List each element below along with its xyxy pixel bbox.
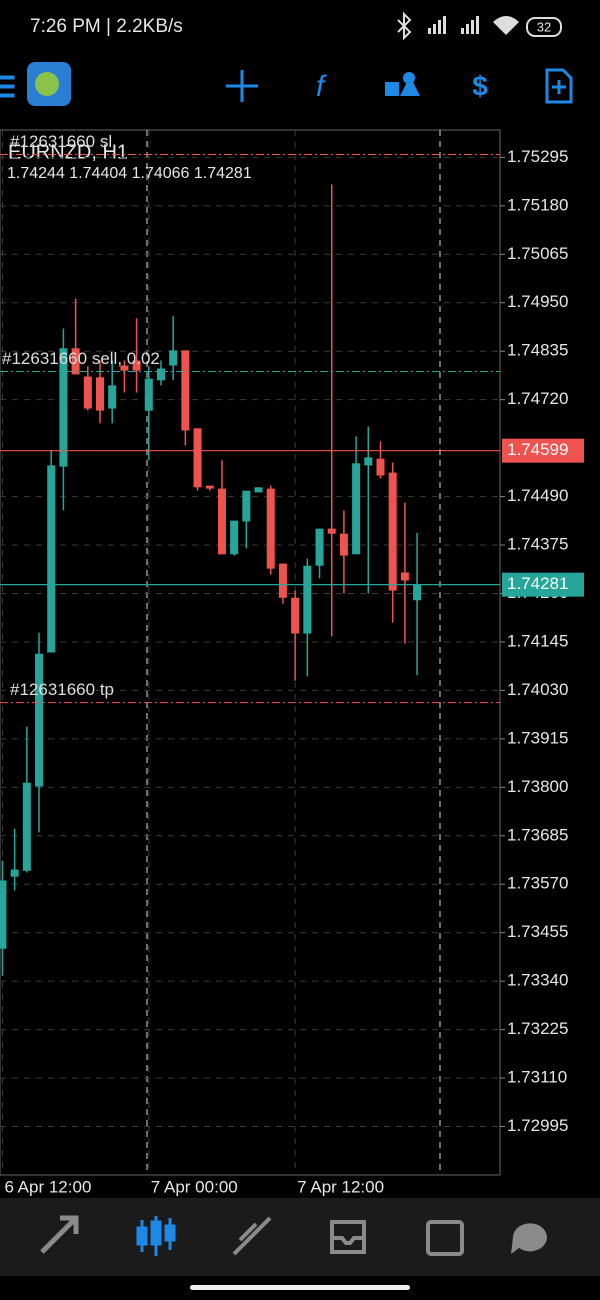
candle-body (22, 782, 31, 871)
x-tick-label: 6 Apr 12:00 (4, 1177, 91, 1196)
ohlc-header: 1.74244 1.74404 1.74066 1.74281 (7, 165, 252, 182)
y-tick-label: 1.73110 (507, 1068, 567, 1087)
order-label: #12631660 sl (10, 132, 112, 151)
y-tick-label: 1.74835 (507, 341, 568, 360)
candle-body (339, 533, 348, 556)
order-label: #12631660 tp (10, 680, 114, 699)
x-tick-label: 7 Apr 00:00 (151, 1177, 238, 1196)
trade-button[interactable]: $ (472, 70, 488, 101)
y-tick-label: 1.73800 (507, 777, 568, 796)
plot-frame (0, 129, 501, 1176)
candle-body (400, 572, 409, 581)
candle-body (254, 487, 263, 493)
app-icon-globe (35, 72, 59, 96)
candle-body (230, 520, 239, 555)
menu-button[interactable] (0, 75, 15, 98)
candle-body (169, 350, 178, 366)
candle-body (315, 528, 324, 566)
order-label: #12631660 sell, 0.02 (2, 349, 160, 368)
ohlc-open: 1.74244 (7, 165, 65, 182)
y-tick-label: 1.73570 (507, 874, 568, 893)
candle-body (205, 485, 214, 489)
crosshair-button[interactable] (226, 70, 258, 102)
candle-body (35, 653, 44, 787)
candle-body (242, 490, 251, 522)
new-order-button[interactable] (545, 68, 573, 104)
toolbar: f $ (0, 62, 573, 106)
ohlc-high: 1.74404 (69, 165, 127, 182)
y-tick-label: 1.75180 (507, 195, 568, 214)
chart-tab[interactable] (136, 1216, 176, 1256)
candle-body (47, 465, 56, 653)
status-time: 7:26 PM | 2.2KB/s (30, 16, 183, 37)
messages-tab[interactable] (511, 1223, 547, 1254)
candle-body (181, 350, 190, 431)
candle-body (10, 869, 19, 877)
y-tick-label: 1.74145 (507, 631, 568, 650)
bottom-nav-icons (40, 1215, 547, 1256)
candle-body (132, 360, 141, 371)
y-tick-label: 1.74950 (507, 292, 568, 311)
candle-body (156, 368, 165, 381)
candle-body (120, 365, 129, 371)
trade-tab[interactable] (232, 1216, 272, 1256)
candle-body (352, 463, 361, 555)
candle-body (364, 457, 373, 466)
history-tab[interactable] (330, 1220, 366, 1254)
candle-body (144, 378, 153, 411)
quotes-tab[interactable] (40, 1215, 79, 1254)
y-tick-label: 1.73340 (507, 971, 568, 990)
y-tick-label: 1.73685 (507, 825, 568, 844)
y-tick-label: 1.73455 (507, 922, 568, 941)
candle-body (376, 458, 385, 476)
y-tick-label: 1.73225 (507, 1019, 568, 1038)
candle-body (413, 584, 422, 601)
y-tick-label: 1.75295 (507, 147, 568, 166)
candle-body (193, 428, 202, 488)
ohlc-close: 1.74281 (194, 165, 252, 182)
price-tag-label: 1.74599 (507, 440, 568, 459)
home-indicator (190, 1285, 410, 1290)
candle-body (327, 528, 336, 534)
candle-body (83, 376, 92, 409)
candle-body (278, 563, 287, 598)
candle-body (217, 488, 226, 555)
candle-body (388, 472, 397, 591)
candle-body (0, 880, 7, 949)
candle-body (71, 348, 80, 375)
y-tick-label: 1.74490 (507, 486, 568, 505)
x-tick-label: 7 Apr 12:00 (297, 1177, 384, 1196)
candle-body (108, 385, 117, 409)
candle-body (266, 488, 275, 569)
news-tab[interactable] (426, 1220, 464, 1256)
candle-body (303, 565, 312, 634)
ohlc-low: 1.74066 (132, 165, 190, 182)
y-tick-label: 1.74720 (507, 389, 568, 408)
candle-body (59, 348, 68, 467)
battery-level: 32 (537, 19, 551, 34)
y-tick-label: 1.74375 (507, 535, 568, 554)
y-tick-label: 1.74030 (507, 680, 568, 699)
candle-body (291, 597, 300, 634)
price-tag-label: 1.74281 (507, 574, 568, 593)
y-tick-label: 1.73915 (507, 728, 568, 747)
indicators-button[interactable]: f (316, 70, 327, 103)
status-icons (397, 11, 562, 41)
bottom-nav (0, 1198, 600, 1276)
candle-body (96, 377, 104, 411)
price-tag (502, 438, 584, 463)
y-tick-label: 1.75065 (507, 244, 568, 263)
price-tag (502, 572, 584, 597)
chart: EURNZD, H1 1.74244 1.74404 1.74066 1.742… (0, 129, 584, 1196)
y-tick-label: 1.72995 (507, 1116, 568, 1135)
objects-button[interactable] (385, 72, 420, 96)
